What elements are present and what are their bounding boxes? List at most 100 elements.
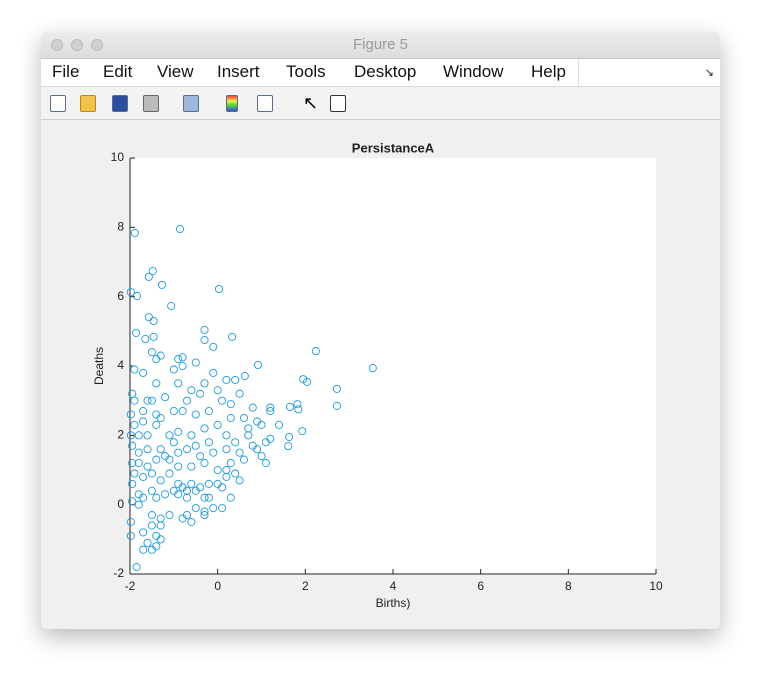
point [222, 472, 231, 481]
point [128, 459, 137, 468]
point [156, 521, 165, 530]
point [174, 379, 183, 388]
menu-item[interactable]: Help [531, 62, 566, 81]
point [226, 400, 235, 409]
point [156, 535, 165, 544]
point [126, 431, 135, 440]
point [187, 479, 196, 488]
menu-item[interactable]: Desktop [354, 62, 417, 81]
legend-icon[interactable] [257, 95, 273, 112]
point [209, 342, 218, 351]
point [261, 459, 270, 468]
point [149, 332, 158, 341]
point [130, 469, 139, 478]
point [134, 459, 143, 468]
open-icon[interactable] [80, 95, 96, 112]
menu-item[interactable]: Window [443, 62, 504, 81]
point [132, 329, 141, 338]
point [298, 427, 307, 436]
point [126, 410, 135, 419]
x-tick-label: 0 [214, 579, 221, 593]
point [200, 325, 209, 334]
point [228, 332, 237, 341]
point [285, 402, 295, 411]
point [248, 441, 257, 450]
point [248, 403, 257, 412]
point [187, 431, 196, 440]
point [266, 407, 275, 416]
point [147, 486, 156, 495]
menu-item[interactable]: View [157, 62, 194, 81]
point [311, 347, 320, 356]
menu-item[interactable]: Tools [286, 62, 326, 81]
point [182, 396, 192, 405]
zoom-button[interactable] [91, 39, 103, 51]
dock-button[interactable]: ↘ [704, 67, 714, 79]
close-button[interactable] [51, 39, 63, 51]
y-tick-label: 4 [117, 358, 124, 372]
point [128, 497, 137, 506]
point [174, 355, 183, 364]
y-tick-label: -2 [113, 566, 124, 580]
point [152, 379, 161, 388]
point [139, 528, 148, 537]
new-icon[interactable] [50, 95, 66, 112]
save-icon[interactable] [112, 95, 128, 112]
point [165, 455, 174, 464]
point [178, 353, 187, 362]
point [147, 469, 156, 478]
point [128, 441, 137, 450]
x-tick-label: 4 [390, 579, 397, 593]
point [139, 368, 148, 377]
point [209, 368, 218, 377]
point [147, 521, 156, 530]
point [213, 420, 222, 429]
property-icon[interactable] [330, 95, 346, 112]
point [174, 427, 183, 436]
menu-item[interactable]: File [52, 62, 80, 81]
point [285, 433, 294, 442]
point [204, 493, 213, 502]
point [332, 401, 341, 410]
x-tick-label: 2 [302, 579, 309, 593]
menu-item[interactable]: Edit [103, 62, 133, 81]
plot-area [130, 158, 656, 574]
point [178, 361, 187, 371]
point [130, 420, 139, 429]
point [130, 228, 139, 237]
point [239, 413, 249, 423]
menu-item[interactable]: Insert [217, 62, 260, 81]
point [191, 504, 200, 513]
print-icon[interactable] [143, 95, 159, 112]
point [130, 396, 139, 405]
colorbar-icon[interactable] [226, 95, 238, 112]
point [147, 396, 156, 405]
point [143, 462, 152, 471]
point [126, 531, 135, 540]
point [222, 445, 231, 454]
point [152, 455, 161, 464]
point [231, 438, 240, 447]
point [226, 493, 235, 502]
point [217, 504, 227, 513]
point [214, 284, 224, 294]
point [169, 438, 178, 447]
point [152, 355, 161, 364]
point [139, 407, 148, 416]
point [191, 441, 200, 450]
pointer-icon[interactable]: ↖ [303, 93, 319, 113]
point [191, 486, 200, 495]
point [196, 389, 205, 398]
point [240, 372, 249, 381]
point [235, 389, 244, 398]
point [244, 424, 253, 433]
point [187, 386, 196, 395]
minimize-button[interactable] [71, 39, 83, 51]
point [217, 483, 227, 492]
point [161, 490, 170, 499]
point [204, 407, 213, 416]
point [235, 476, 244, 485]
link-icon[interactable] [183, 95, 199, 112]
point [182, 445, 192, 454]
point [253, 360, 263, 370]
